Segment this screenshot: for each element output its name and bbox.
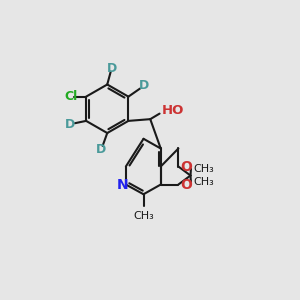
Text: D: D bbox=[65, 118, 75, 130]
Text: HO: HO bbox=[162, 104, 184, 117]
Text: D: D bbox=[96, 143, 106, 156]
Text: D: D bbox=[139, 79, 149, 92]
Text: CH₃: CH₃ bbox=[194, 164, 214, 174]
Text: CH₃: CH₃ bbox=[194, 177, 214, 187]
Text: O: O bbox=[180, 178, 192, 191]
Text: Cl: Cl bbox=[64, 90, 77, 103]
Text: O: O bbox=[180, 160, 192, 173]
Text: N: N bbox=[117, 178, 129, 191]
Text: CH₃: CH₃ bbox=[133, 211, 154, 220]
Text: D: D bbox=[107, 62, 118, 75]
